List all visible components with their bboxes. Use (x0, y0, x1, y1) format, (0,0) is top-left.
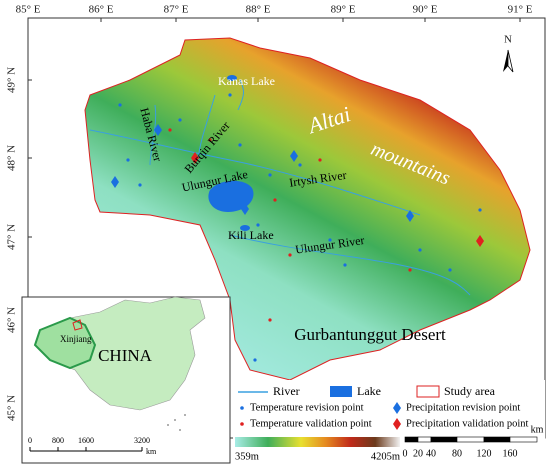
longitude-label: 89° E (331, 4, 356, 16)
lakes (208, 75, 254, 231)
legend-label: River (273, 384, 300, 398)
scale-label: 80 (452, 448, 462, 459)
north-arrow: N (503, 34, 514, 73)
map-label: Kanas Lake (218, 74, 275, 88)
legend-label: 4205m (371, 451, 400, 462)
map-label: Kili Lake (228, 228, 274, 242)
latitude-labels: 49° N 48° N 47° N 46° N 45° N (6, 67, 32, 421)
scale-label: 800 (52, 436, 64, 445)
latitude-label: 49° N (6, 67, 18, 93)
scale-label: 40 (426, 448, 436, 459)
scale-label: 1600 (78, 436, 94, 445)
longitude-label: 90° E (413, 4, 438, 16)
longitude-label: 87° E (164, 4, 189, 16)
longitude-label: 88° E (246, 4, 271, 16)
legend: River Lake Study area Temperature revisi… (233, 380, 545, 468)
inset-label: CHINA (98, 346, 153, 365)
map-label: Gurbantunggut Desert (294, 325, 446, 344)
scale-label: 20 (413, 448, 423, 459)
inset-label: Xinjiang (60, 334, 92, 344)
latitude-label: 45° N (6, 395, 18, 421)
legend-label: Study area (444, 384, 496, 398)
scale-label: 3200 (134, 436, 150, 445)
legend-label: Precipitation revision point (406, 402, 520, 413)
inset-map: Xinjiang CHINA 0 800 1600 3200 km (21, 296, 231, 464)
legend-label: Lake (357, 384, 381, 398)
scale-unit: km (531, 424, 544, 435)
legend-label: Temperature revision point (250, 402, 364, 413)
stations (111, 93, 484, 362)
rivers (89, 79, 471, 296)
latitude-label: 46° N (6, 307, 18, 333)
legend-label: 359m (235, 451, 259, 462)
latitude-label: 47° N (6, 224, 18, 250)
north-label: N (504, 34, 512, 46)
longitude-label: 91° E (508, 4, 533, 16)
longitude-label: 86° E (89, 4, 114, 16)
scale-label: 0 (28, 436, 32, 445)
legend-label: Temperature validation point (250, 418, 372, 429)
longitude-label: 85° E (16, 4, 41, 16)
longitude-labels: 85° E 86° E 87° E 88° E 89° E 90° E 91° E (16, 4, 533, 22)
scale-label: 0 (403, 448, 408, 459)
scale-unit: km (146, 447, 157, 456)
latitude-label: 48° N (6, 145, 18, 171)
scale-label: 160 (503, 448, 518, 459)
scale-label: 120 (477, 448, 492, 459)
study-area (84, 37, 531, 381)
legend-label: Precipitation validation point (406, 418, 529, 429)
